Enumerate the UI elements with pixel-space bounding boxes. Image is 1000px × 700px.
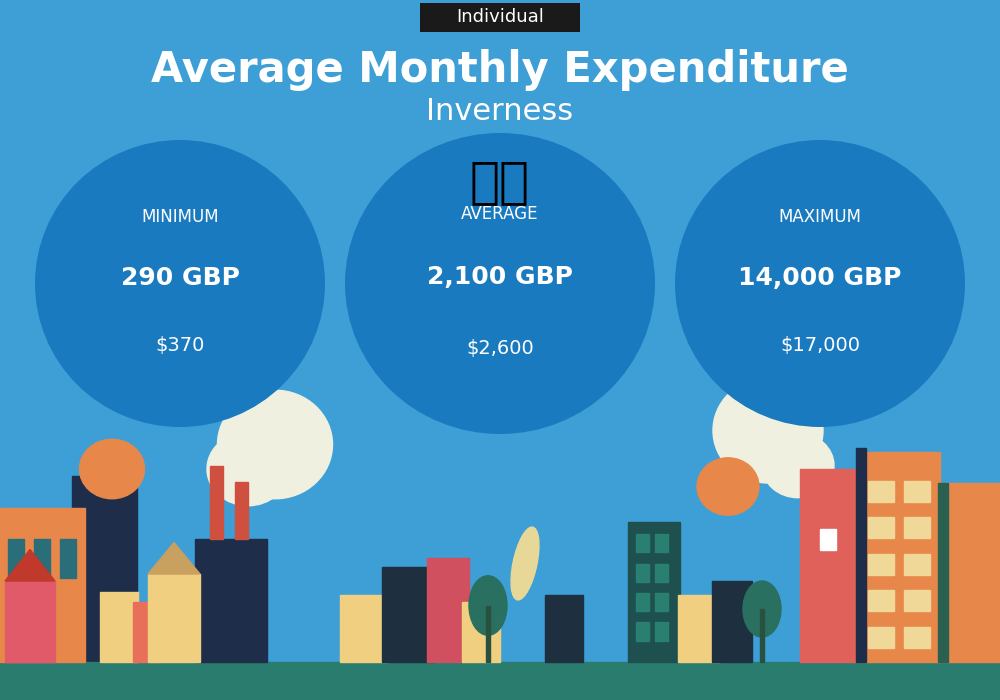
- Bar: [904, 554, 930, 575]
- Ellipse shape: [762, 433, 834, 498]
- Ellipse shape: [511, 527, 539, 600]
- Bar: [148, 574, 200, 662]
- Bar: [195, 539, 267, 662]
- Bar: [655, 622, 668, 640]
- Bar: [636, 622, 649, 640]
- Bar: [636, 593, 649, 611]
- Bar: [938, 483, 948, 662]
- Ellipse shape: [80, 440, 144, 498]
- Bar: [0, 508, 85, 662]
- Bar: [655, 534, 668, 552]
- Text: Average Monthly Expenditure: Average Monthly Expenditure: [151, 49, 849, 91]
- Bar: [100, 592, 138, 662]
- Bar: [462, 602, 500, 662]
- Bar: [868, 626, 894, 648]
- Bar: [856, 448, 866, 662]
- Bar: [904, 590, 930, 611]
- Bar: [636, 534, 649, 552]
- Bar: [636, 564, 649, 582]
- Bar: [858, 452, 940, 662]
- Polygon shape: [148, 542, 200, 574]
- Bar: [760, 609, 764, 662]
- Bar: [904, 517, 930, 538]
- Bar: [133, 602, 161, 662]
- Bar: [904, 626, 930, 648]
- Bar: [427, 558, 469, 661]
- Bar: [868, 590, 894, 611]
- Bar: [235, 482, 248, 539]
- Text: $2,600: $2,600: [466, 339, 534, 358]
- Bar: [904, 481, 930, 502]
- Text: 14,000 GBP: 14,000 GBP: [738, 266, 902, 290]
- FancyBboxPatch shape: [420, 3, 580, 32]
- Bar: [628, 522, 680, 662]
- Bar: [210, 466, 223, 539]
- Ellipse shape: [35, 140, 325, 427]
- Text: Individual: Individual: [456, 8, 544, 27]
- Bar: [678, 595, 720, 662]
- Bar: [868, 517, 894, 538]
- Bar: [712, 581, 752, 662]
- Text: $17,000: $17,000: [780, 336, 860, 355]
- Text: MAXIMUM: MAXIMUM: [778, 209, 862, 227]
- Text: 290 GBP: 290 GBP: [121, 266, 239, 290]
- Bar: [938, 483, 1000, 662]
- Ellipse shape: [713, 378, 823, 483]
- Ellipse shape: [218, 391, 332, 498]
- Ellipse shape: [675, 140, 965, 427]
- Text: MINIMUM: MINIMUM: [141, 209, 219, 227]
- Bar: [868, 481, 894, 502]
- Bar: [60, 539, 76, 578]
- Ellipse shape: [207, 432, 289, 505]
- Bar: [800, 469, 858, 662]
- Bar: [655, 593, 668, 611]
- Text: 2,100 GBP: 2,100 GBP: [427, 265, 573, 290]
- Bar: [8, 539, 24, 578]
- Bar: [34, 539, 50, 578]
- Ellipse shape: [697, 458, 759, 515]
- Ellipse shape: [743, 581, 781, 637]
- Bar: [655, 564, 668, 582]
- Ellipse shape: [469, 575, 507, 636]
- Bar: [382, 567, 434, 661]
- Ellipse shape: [345, 133, 655, 434]
- Bar: [868, 554, 894, 575]
- Text: AVERAGE: AVERAGE: [461, 205, 539, 223]
- Text: Inverness: Inverness: [426, 97, 574, 127]
- Bar: [486, 606, 490, 662]
- Bar: [820, 528, 836, 550]
- Bar: [0, 662, 1000, 700]
- Text: $370: $370: [155, 336, 205, 355]
- Bar: [72, 476, 137, 662]
- Bar: [545, 595, 583, 662]
- Polygon shape: [5, 550, 55, 581]
- Text: 🇬🇧: 🇬🇧: [470, 158, 530, 206]
- Bar: [5, 581, 55, 662]
- Bar: [340, 595, 388, 662]
